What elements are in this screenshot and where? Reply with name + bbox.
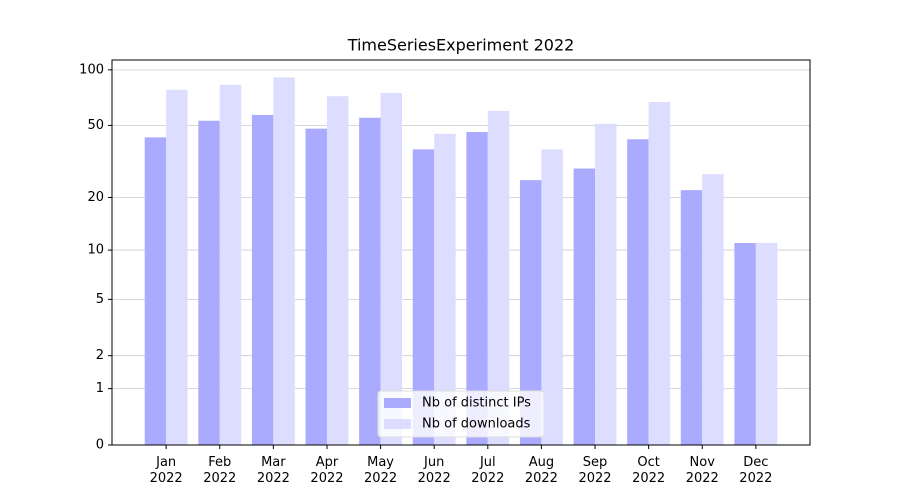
bar [573,168,596,445]
legend-box [377,390,545,438]
y-tick-label: 1 [96,381,104,396]
bar [412,149,435,445]
y-tick-label: 100 [79,62,104,77]
bar [305,128,327,446]
bar [680,190,703,445]
legend-label: Nb of downloads [422,417,531,432]
x-tick-label: Oct 2022 [632,455,665,486]
x-tick-label: Jan 2022 [150,455,183,486]
y-tick-label: 20 [87,190,104,205]
bar [273,77,295,445]
bar [734,243,756,445]
y-tick-label: 2 [96,348,104,363]
bar [648,102,671,445]
y-tick-label: 50 [87,118,104,133]
bar [166,89,188,446]
bar [755,243,778,445]
bar [519,180,542,445]
x-tick-label: Apr 2022 [310,455,343,486]
bar [702,174,724,445]
bar [466,132,488,445]
bar [380,92,403,445]
axes-frame [111,59,811,446]
bar [541,149,563,445]
bar [144,137,167,445]
legend-swatch [384,398,411,408]
x-tick-label: May 2022 [364,455,397,486]
bar [487,110,510,445]
bar [627,139,649,445]
legend-swatch [384,419,411,429]
x-tick-label: Dec 2022 [739,455,772,486]
legend: Nb of distinct IPs Nb of downloads [377,390,545,438]
bar [359,117,381,445]
x-tick-label: Aug 2022 [525,455,558,486]
y-tick-label: 5 [96,292,104,307]
x-tick-label: Mar 2022 [257,455,290,486]
legend-label: Nb of distinct IPs [422,396,531,411]
y-tick-label: 0 [96,438,104,453]
bar [251,114,274,445]
bar [198,120,220,446]
y-tick-label: 10 [87,243,104,258]
x-tick-label: Nov 2022 [686,455,719,486]
bar [434,133,456,446]
bar [219,84,242,446]
bar [326,96,349,446]
bar [595,123,617,445]
x-tick-label: Jul 2022 [471,455,504,486]
x-tick-label: Feb 2022 [203,455,236,486]
chart-title: TimeSeriesExperiment 2022 [347,36,575,55]
x-tick-label: Jun 2022 [418,455,451,486]
x-tick-label: Sep 2022 [578,455,611,486]
